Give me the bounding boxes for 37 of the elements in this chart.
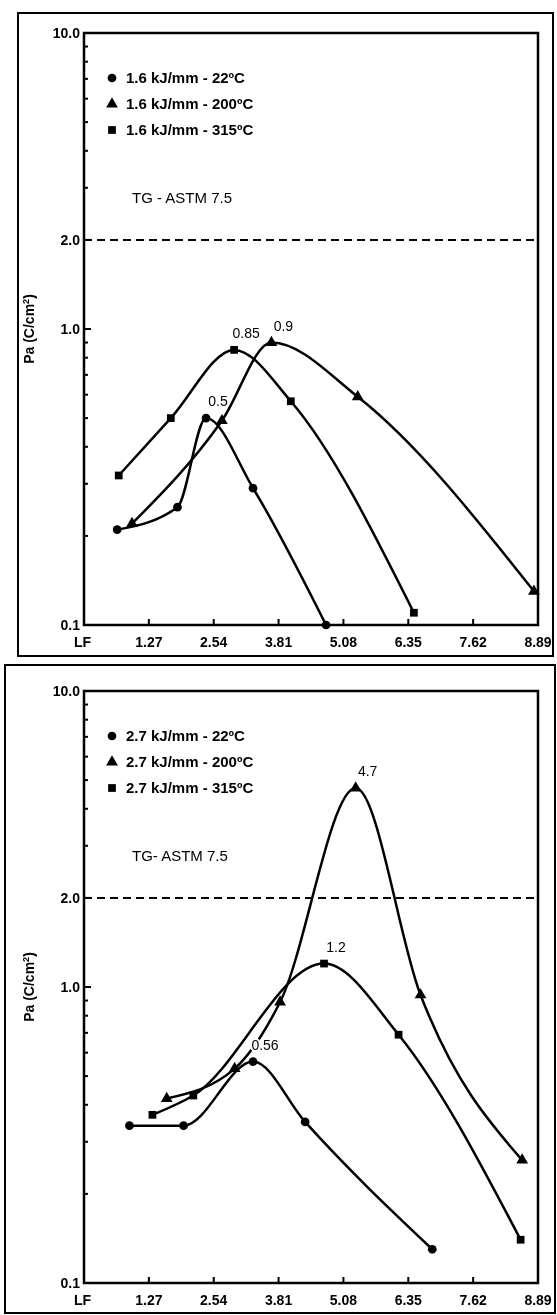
y-tick-label: 2.0 [60, 889, 81, 906]
x-tick-label: 8.89 [524, 634, 552, 650]
annotation: 0.9 [273, 317, 294, 334]
y-tick-label: 1.0 [60, 978, 81, 995]
x-tick-label: 7.62 [459, 634, 487, 650]
legend-label: 2.7 kJ/mm - 315ºC [126, 779, 254, 797]
annotation: TG- ASTM 7.5 [132, 847, 228, 864]
annotation: 4.7 [357, 763, 378, 780]
x-tick-label: 1.27 [135, 1292, 163, 1308]
y-tick-label: 10.0 [52, 24, 81, 41]
annotation: 0.5 [208, 393, 228, 410]
x-tick-label: 5.08 [329, 1292, 358, 1308]
y-tick-label: 2.0 [60, 231, 81, 248]
legend-label: 2.7 kJ/mm - 200ºC [126, 753, 254, 771]
x-tick-label: 5.08 [329, 634, 358, 650]
x-tick-label: 1.27 [135, 634, 163, 650]
y-tick-label: 10.0 [52, 682, 81, 699]
legend-label: 1.6 kJ/mm - 200ºC [126, 95, 254, 113]
x-tick-label: 6.35 [394, 1292, 423, 1308]
x-axis-title: LF [74, 1292, 92, 1308]
y-tick-label: 0.1 [60, 1274, 81, 1291]
annotation: TG - ASTM 7.5 [132, 189, 233, 206]
legend-label: 2.7 kJ/mm - 22ºC [126, 727, 246, 745]
y-tick-label: 0.1 [60, 616, 81, 633]
x-tick-label: 6.35 [394, 634, 423, 650]
x-tick-label: 2.54 [200, 1292, 228, 1308]
y-tick-label: 1.0 [60, 320, 81, 337]
legend-label: 1.6 kJ/mm - 315ºC [126, 121, 254, 139]
x-tick-label: 7.62 [459, 1292, 487, 1308]
annotation: 1.2 [326, 938, 346, 955]
x-tick-label: 8.89 [524, 1292, 552, 1308]
x-tick-label: 3.81 [264, 1292, 293, 1308]
x-axis-title: LF [74, 634, 92, 650]
x-tick-label: 2.54 [200, 634, 228, 650]
x-tick-label: 3.81 [264, 634, 293, 650]
annotation: 0.85 [232, 324, 260, 341]
legend-label: 1.6 kJ/mm - 22ºC [126, 69, 246, 87]
